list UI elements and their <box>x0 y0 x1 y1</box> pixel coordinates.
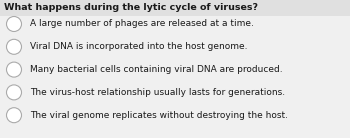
Text: Viral DNA is incorporated into the host genome.: Viral DNA is incorporated into the host … <box>30 42 247 51</box>
Text: Many bacterial cells containing viral DNA are produced.: Many bacterial cells containing viral DN… <box>30 65 283 74</box>
Ellipse shape <box>7 85 21 100</box>
Text: The virus-host relationship usually lasts for generations.: The virus-host relationship usually last… <box>30 88 285 97</box>
Ellipse shape <box>7 108 21 123</box>
Ellipse shape <box>7 62 21 77</box>
FancyBboxPatch shape <box>0 0 350 16</box>
Text: A large number of phages are released at a time.: A large number of phages are released at… <box>30 19 254 29</box>
Text: What happens during the lytic cycle of viruses?: What happens during the lytic cycle of v… <box>4 3 258 13</box>
Text: The viral genome replicates without destroying the host.: The viral genome replicates without dest… <box>30 111 288 120</box>
Ellipse shape <box>7 17 21 31</box>
Ellipse shape <box>7 39 21 54</box>
